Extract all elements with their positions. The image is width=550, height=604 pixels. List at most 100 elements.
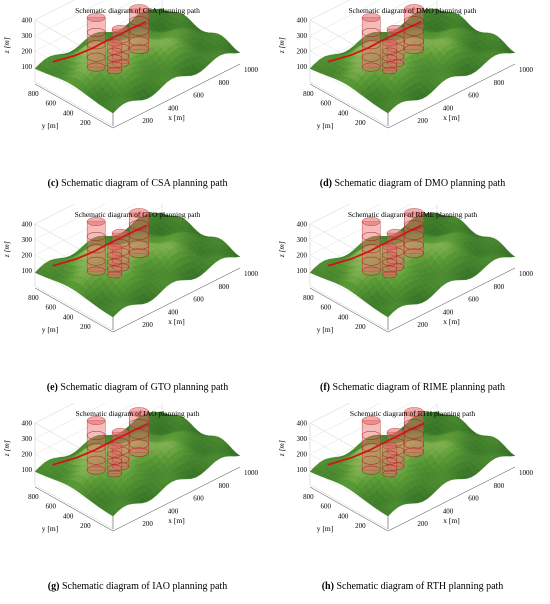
threat-ring <box>86 40 106 50</box>
y-tick-label: 600 <box>321 304 332 312</box>
z-tick-label: 100 <box>22 466 33 474</box>
caption-d: (d) Schematic diagram of DMO planning pa… <box>275 178 550 189</box>
caption-letter-f: (f) <box>320 382 331 393</box>
plot-3d-e: 400 300 200 100 z [m] 800 600 400 200 y [m] 200 400… <box>2 204 259 335</box>
threat-cylinder <box>361 13 381 72</box>
caption-text-h: Schematic diagram of RTH planning path <box>333 581 504 592</box>
plot-title-f: Schematic diagram of RIME planning path <box>347 210 478 219</box>
threat-cylinder <box>86 13 106 72</box>
z-axis-label: z [m] <box>277 241 286 258</box>
y-tick-label: 800 <box>303 493 314 501</box>
x-tick-label: 400 <box>443 308 454 316</box>
x-tick-label: 400 <box>443 104 454 112</box>
threat-ring <box>361 443 381 453</box>
threat-cylinder-top <box>86 217 106 226</box>
threat-cylinder-top <box>129 407 150 417</box>
y-tick-label: 800 <box>303 294 314 302</box>
threat-ring <box>361 40 381 50</box>
z-axis-label: z [m] <box>2 37 11 54</box>
threat-cylinder-body <box>107 445 123 474</box>
threat-cylinder-top <box>107 39 123 47</box>
y-axis-line <box>34 287 114 333</box>
threat-ring <box>382 450 398 458</box>
threat-cylinder-top <box>107 243 123 251</box>
z-tick-label: 100 <box>297 466 308 474</box>
z-tick-label: 200 <box>22 451 33 459</box>
caption-text-f: Schematic diagram of RIME planning path <box>330 382 505 393</box>
terrain-surface <box>309 411 516 517</box>
x-tick-label: 200 <box>142 117 153 125</box>
x-tick-label: 600 <box>468 495 479 503</box>
threat-ring <box>382 258 398 266</box>
x-tick-label: 200 <box>142 520 153 528</box>
threat-ring <box>107 258 123 266</box>
y-tick-label: 200 <box>355 522 366 530</box>
x-tick-label: 400 <box>168 104 179 112</box>
panel-g: 400 300 200 100 z [m] 800 600 400 200 y [m] 200 400… <box>0 403 275 604</box>
x-axis-label: x [m] <box>443 317 459 326</box>
axis-ticks: 400 300 200 100 z [m] 800 600 400 200 y [m] 200 400… <box>2 221 259 335</box>
threat-ring <box>382 54 398 62</box>
terrain-surface <box>34 212 241 318</box>
z-tick-label: 400 <box>297 17 308 25</box>
threat-ring <box>361 256 381 266</box>
threat-cylinder-top <box>404 208 425 218</box>
y-axis-line <box>34 83 114 129</box>
threat-ring <box>382 464 398 472</box>
gridline-z <box>309 405 438 514</box>
y-axis-label: y [m] <box>42 325 58 334</box>
threat-ring <box>107 61 123 69</box>
gridline-z <box>34 206 163 315</box>
threat-cylinder <box>361 416 381 475</box>
terrain-cell <box>506 50 516 54</box>
threat-ring <box>107 251 123 259</box>
z-tick-label: 100 <box>297 63 308 71</box>
x-tick-label: 1000 <box>244 469 259 477</box>
plot-3d-d: 400 300 200 100 z [m] 800 600 400 200 y [m] 200 400… <box>277 0 534 131</box>
threat-cylinder-top <box>107 442 123 450</box>
threat-ring <box>107 450 123 458</box>
threat-cylinder-base <box>86 266 106 276</box>
y-tick-label: 800 <box>28 493 39 501</box>
threat-cylinder-top <box>404 407 425 417</box>
caption-c: (c) Schematic diagram of CSA planning pa… <box>0 178 275 189</box>
gridline-z <box>34 405 163 514</box>
caption-h: (h) Schematic diagram of RTH planning pa… <box>275 581 550 592</box>
axis-ticks: 400 300 200 100 z [m] 800 600 400 200 y [m] 200 400… <box>2 420 259 534</box>
z-tick-label: 300 <box>22 435 33 443</box>
y-tick-label: 400 <box>63 512 74 520</box>
threat-cylinder <box>404 4 425 54</box>
threat-cylinder <box>107 243 123 279</box>
y-tick-label: 600 <box>321 100 332 108</box>
z-axis-label: z [m] <box>2 241 11 258</box>
x-axis-label: x [m] <box>443 113 459 122</box>
threat-ring <box>86 27 106 37</box>
panel-e: 400 300 200 100 z [m] 800 600 400 200 y [m] 200 400… <box>0 204 275 405</box>
threat-cylinder-top <box>361 416 381 425</box>
z-tick-label: 300 <box>22 236 33 244</box>
threat-cylinder <box>361 217 381 276</box>
x-tick-label: 200 <box>417 117 428 125</box>
planning-path <box>52 21 147 63</box>
y-tick-label: 600 <box>46 503 57 511</box>
planning-path <box>52 423 148 466</box>
threat-ring <box>86 430 106 440</box>
axis-ticks: 400 300 200 100 z [m] 800 600 400 200 y [m] 200 400… <box>277 17 534 131</box>
threat-ring <box>404 429 425 439</box>
gridline-z <box>34 2 163 111</box>
y-tick-label: 200 <box>80 522 91 530</box>
z-tick-label: 300 <box>22 32 33 40</box>
z-tick-label: 100 <box>22 63 33 71</box>
threat-cylinder-body <box>382 246 398 275</box>
threat-ring <box>361 52 381 62</box>
x-tick-label: 600 <box>468 92 479 100</box>
x-tick-label: 1000 <box>244 66 259 74</box>
threat-cylinder-top <box>86 13 106 22</box>
z-axis-label: z [m] <box>277 37 286 54</box>
z-tick-label: 300 <box>297 32 308 40</box>
threat-cylinder-base <box>361 266 381 276</box>
panel-h: 400 300 200 100 z [m] 800 600 400 200 y [m] 200 400… <box>275 403 550 604</box>
terrain-surface <box>34 411 241 517</box>
x-axis-line <box>112 267 241 333</box>
y-tick-label: 800 <box>28 294 39 302</box>
